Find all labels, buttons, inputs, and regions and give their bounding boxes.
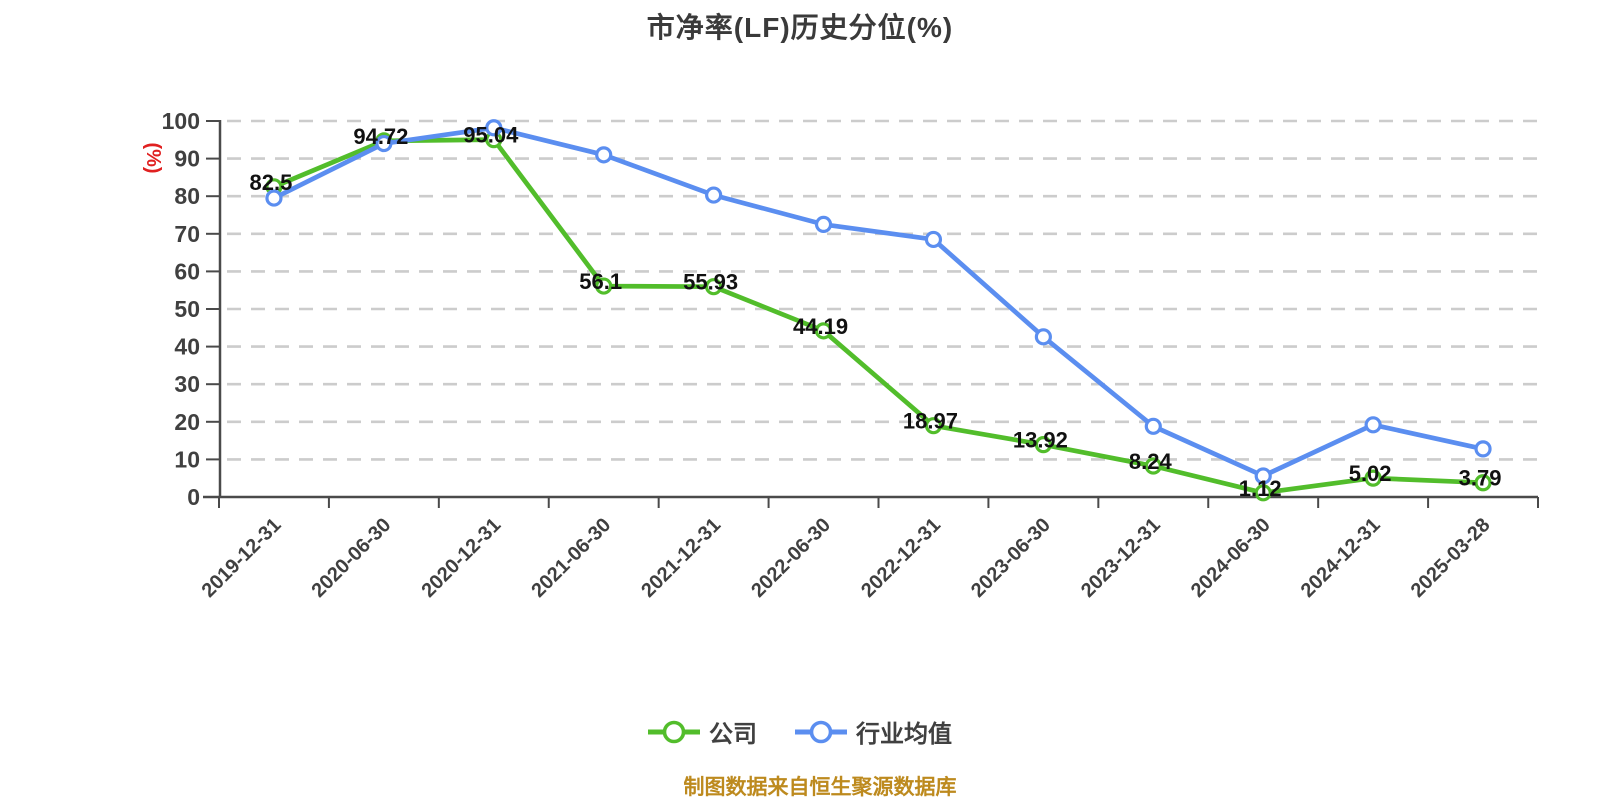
data-label-company-2025-03-28: 3.79	[1459, 466, 1502, 491]
y-tick-label-0: 0	[187, 484, 200, 510]
legend-marker-company-icon	[648, 720, 700, 743]
x-tick-label-2025-03-28: 2025-03-28	[1407, 514, 1495, 602]
data-label-company-2020-06-30: 94.72	[353, 124, 408, 149]
data-point-company-2024-12-31[interactable]	[1364, 469, 1382, 487]
x-tick-label-2024-12-31: 2024-12-31	[1297, 514, 1385, 602]
x-tick-label-2024-06-30: 2024-06-30	[1187, 514, 1275, 602]
x-tick-label-2020-06-30: 2020-06-30	[308, 514, 396, 602]
series-line-industry-average[interactable]	[271, 125, 1486, 479]
data-point-industry-average-2023-12-31[interactable]	[1144, 417, 1162, 435]
y-tick-label-70: 70	[174, 221, 200, 247]
footer-note: 制图数据来自恒生聚源数据库	[683, 776, 957, 799]
data-point-industry-average-2020-12-31[interactable]	[485, 119, 503, 137]
data-point-industry-average-2021-06-30[interactable]	[595, 146, 613, 164]
x-tick-label-2020-12-31: 2020-12-31	[417, 514, 505, 602]
data-label-company-2022-12-31: 18.97	[903, 409, 958, 434]
data-label-company-2023-06-30: 13.92	[1013, 428, 1068, 453]
data-point-industry-average-2021-12-31[interactable]	[705, 186, 723, 204]
y-tick-label-30: 30	[174, 371, 200, 397]
x-tick-label-2023-06-30: 2023-06-30	[967, 514, 1055, 602]
data-point-company-2023-06-30[interactable]	[1034, 436, 1052, 454]
data-point-industry-average-2020-06-30[interactable]	[375, 134, 393, 153]
data-point-company-2022-12-31[interactable]	[924, 417, 943, 435]
data-point-industry-average-2022-12-31[interactable]	[924, 230, 943, 249]
data-point-industry-average-2023-06-30[interactable]	[1034, 328, 1052, 346]
y-tick-label-10: 10	[174, 446, 200, 472]
data-point-company-2022-06-30[interactable]	[814, 322, 833, 340]
data-label-company-2024-12-31: 5.02	[1349, 461, 1392, 486]
y-tick-label-20: 20	[174, 409, 200, 435]
y-tick-label-60: 60	[174, 258, 200, 284]
x-tick-label-2022-06-30: 2022-06-30	[747, 514, 835, 602]
data-point-industry-average-2019-12-31[interactable]	[265, 189, 283, 207]
data-label-company-2020-12-31: 95.04	[463, 123, 519, 148]
data-point-company-2021-12-31[interactable]	[705, 278, 723, 296]
x-tick-label-2019-12-31: 2019-12-31	[198, 514, 286, 602]
x-tick-label-2021-12-31: 2021-12-31	[637, 514, 725, 602]
data-label-company-2023-12-31: 8.24	[1129, 449, 1173, 474]
y-tick-label-40: 40	[174, 334, 200, 360]
y-tick-label-80: 80	[174, 183, 200, 209]
x-tick-label-2023-12-31: 2023-12-31	[1077, 514, 1165, 602]
data-point-industry-average-2024-06-30[interactable]	[1254, 467, 1272, 485]
series-line-company[interactable]	[271, 137, 1486, 496]
data-label-company-2024-06-30: 1.12	[1239, 476, 1282, 501]
legend: 公司 行业均值	[0, 714, 1600, 749]
legend-item-industry-average[interactable]: 行业均值	[795, 714, 952, 749]
data-point-industry-average-2022-06-30[interactable]	[814, 215, 833, 233]
x-tick-label-2021-06-30: 2021-06-30	[527, 514, 615, 602]
data-point-company-2021-06-30[interactable]	[595, 277, 613, 295]
x-tick-label-2022-12-31: 2022-12-31	[857, 514, 945, 602]
data-label-company-2021-12-31: 55.93	[683, 270, 738, 295]
legend-item-company[interactable]: 公司	[648, 714, 757, 749]
y-tick-label-90: 90	[174, 146, 200, 172]
data-point-company-2024-06-30[interactable]	[1254, 484, 1272, 502]
legend-label-industry-average: 行业均值	[856, 721, 952, 748]
data-point-company-2025-03-28[interactable]	[1474, 474, 1492, 492]
data-label-company-2022-06-30: 44.19	[793, 314, 848, 339]
legend-marker-industry-icon	[795, 720, 847, 743]
chart-title: 市净率(LF)历史分位(%)	[646, 12, 954, 43]
data-label-company-2019-12-31: 82.5	[250, 170, 293, 195]
y-tick-label-100: 100	[162, 108, 200, 134]
data-point-company-2023-12-31[interactable]	[1144, 457, 1162, 475]
data-label-company-2021-06-30: 56.1	[579, 269, 622, 294]
legend-label-company: 公司	[709, 721, 757, 748]
y-tick-label-50: 50	[174, 296, 200, 322]
data-point-industry-average-2024-12-31[interactable]	[1364, 416, 1382, 434]
data-point-industry-average-2025-03-28[interactable]	[1474, 440, 1492, 458]
y-axis-unit-label: (%)	[142, 142, 164, 173]
